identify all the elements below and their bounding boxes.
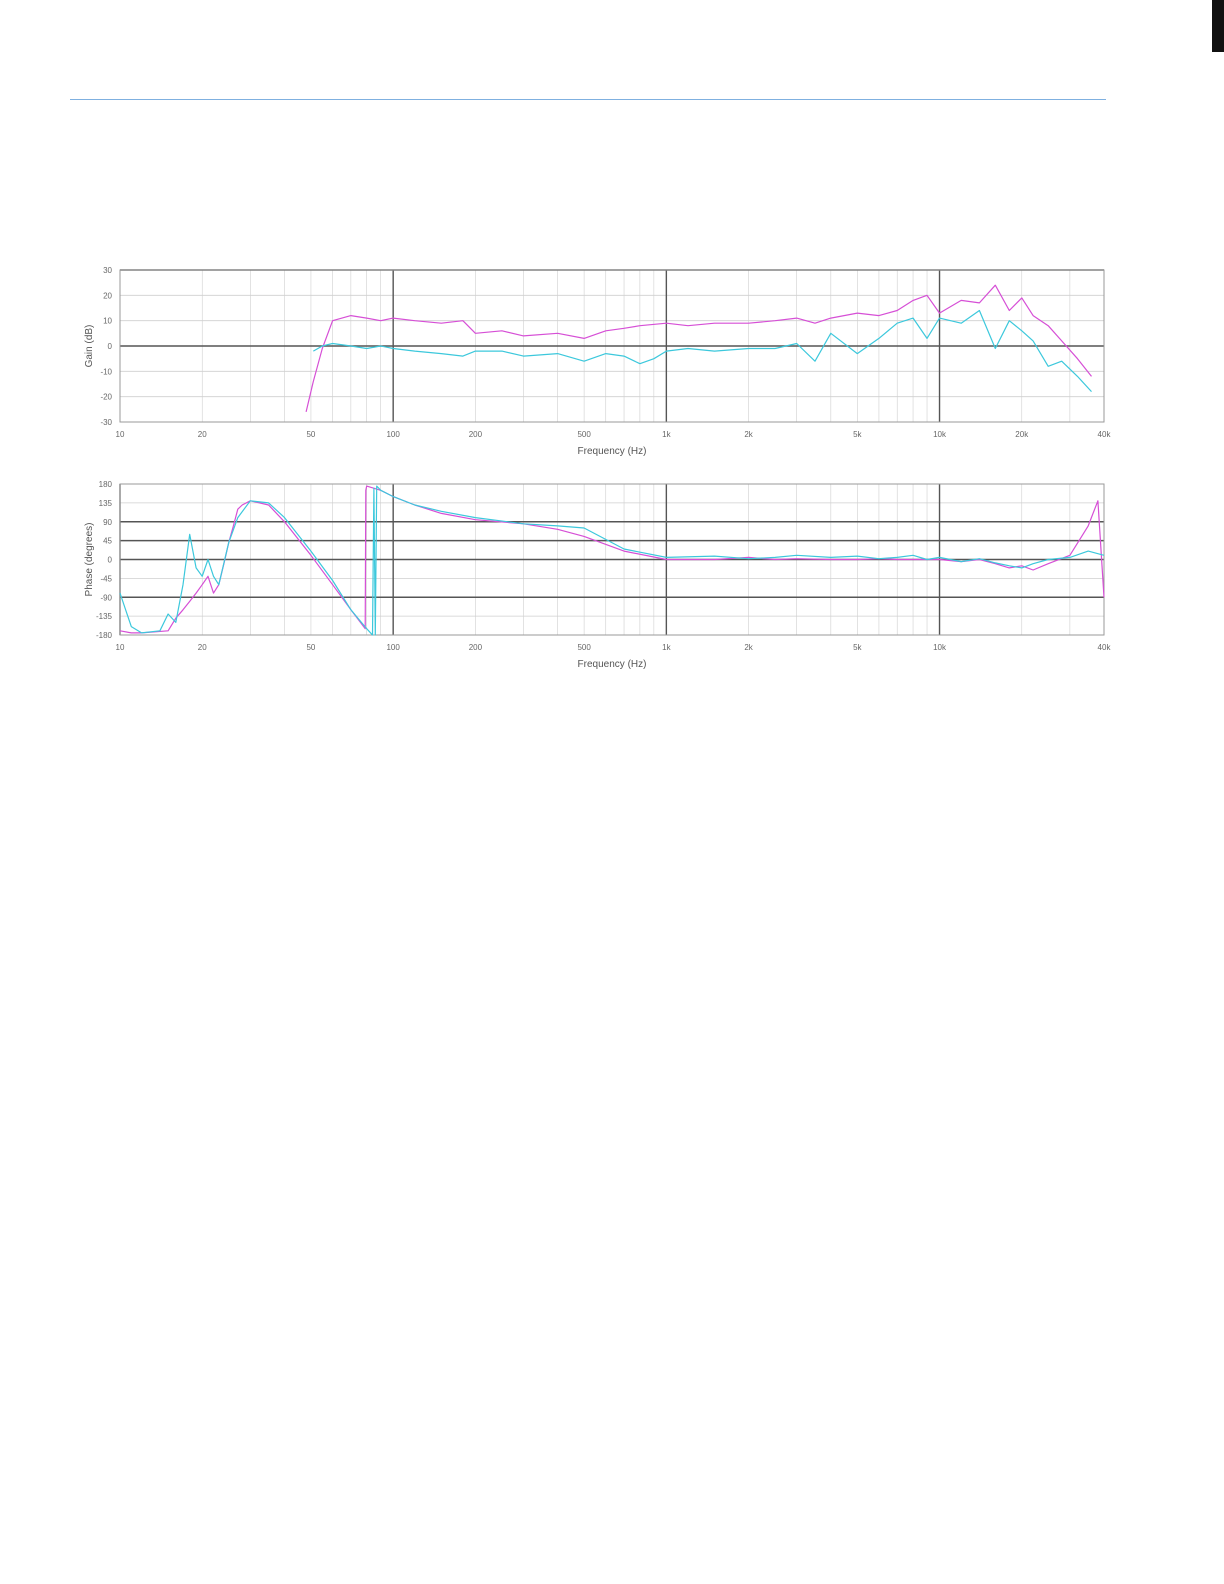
- x-tick-label: 10k: [933, 430, 947, 439]
- x-tick-label: 200: [469, 430, 483, 439]
- x-tick-label: 500: [577, 643, 591, 652]
- x-tick-label: 20k: [1015, 430, 1029, 439]
- y-tick-label: 0: [108, 342, 113, 351]
- y-tick-label: 0: [108, 556, 113, 565]
- y-tick-label: -30: [100, 418, 112, 427]
- y-tick-label: 30: [103, 266, 112, 275]
- x-tick-label: 1k: [662, 430, 671, 439]
- x-axis-title: Frequency (Hz): [578, 659, 647, 670]
- plot-frame: [119, 269, 1105, 423]
- page-edge-marker: [1212, 0, 1224, 52]
- y-tick-label: 180: [99, 480, 113, 489]
- plot-frame: [119, 483, 1105, 636]
- x-tick-label: 10k: [933, 643, 947, 652]
- x-tick-label: 500: [577, 430, 591, 439]
- x-tick-label: 40k: [1098, 430, 1112, 439]
- y-tick-label: 45: [103, 537, 112, 546]
- y-tick-label: 20: [103, 291, 112, 300]
- y-tick-label: -135: [96, 612, 113, 621]
- x-tick-label: 50: [306, 643, 315, 652]
- x-tick-label: 200: [469, 643, 483, 652]
- series-line-1: [305, 284, 1092, 413]
- x-tick-label: 40k: [1098, 643, 1112, 652]
- x-tick-label: 10: [116, 430, 125, 439]
- y-tick-label: -20: [100, 393, 112, 402]
- y-axis-title: Phase (degrees): [84, 523, 95, 597]
- x-tick-label: 2k: [744, 430, 753, 439]
- x-tick-label: 20: [198, 430, 207, 439]
- y-tick-label: 10: [103, 317, 112, 326]
- y-tick-label: -90: [100, 593, 112, 602]
- x-tick-label: 5k: [853, 430, 862, 439]
- y-tick-label: 135: [99, 499, 113, 508]
- y-tick-label: -45: [100, 574, 112, 583]
- x-tick-label: 20: [198, 643, 207, 652]
- x-tick-label: 50: [306, 430, 315, 439]
- x-tick-label: 100: [386, 643, 400, 652]
- y-axis-title: Gain (dB): [84, 325, 95, 368]
- x-tick-label: 100: [386, 430, 400, 439]
- y-tick-label: 90: [103, 518, 112, 527]
- x-tick-label: 5k: [853, 643, 862, 652]
- y-tick-label: -10: [100, 367, 112, 376]
- header-rule: [70, 99, 1106, 100]
- x-tick-label: 1k: [662, 643, 671, 652]
- x-tick-label: 10: [116, 643, 125, 652]
- series-line-2: [119, 485, 1105, 636]
- y-tick-label: -180: [96, 631, 113, 640]
- series-line-2: [313, 309, 1092, 393]
- x-tick-label: 2k: [744, 643, 753, 652]
- x-axis-title: Frequency (Hz): [578, 446, 647, 457]
